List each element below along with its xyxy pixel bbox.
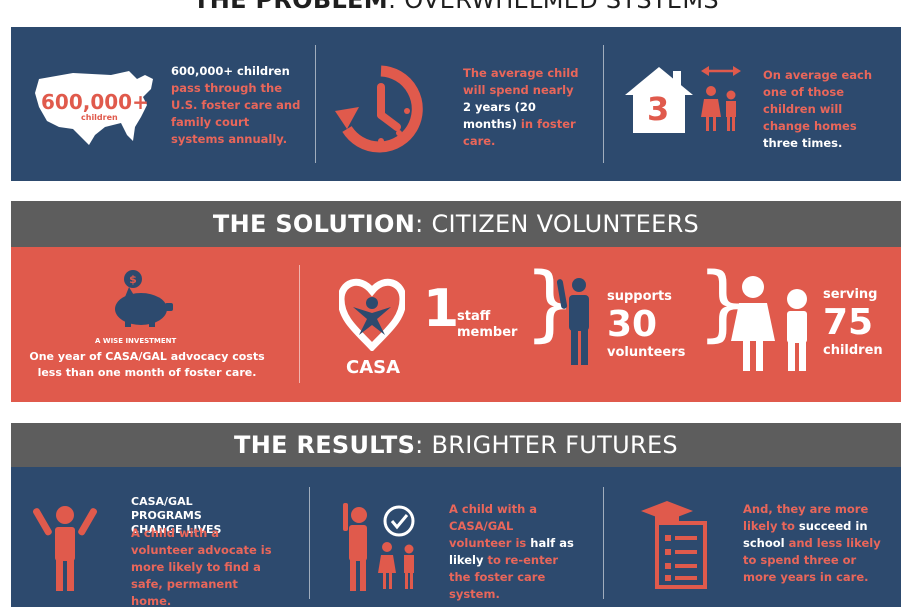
problem-header: THE PROBLEM: OVERWHELMED SYSTEMS: [11, 0, 901, 20]
problem-stat-3: On average each one of those children wi…: [763, 67, 889, 152]
r2-text: A child with a CASA/GAL volunteer is hal…: [449, 501, 579, 603]
problem-stat-1: 600,000+ children pass through the U.S. …: [171, 63, 301, 148]
us-map-icon: [33, 65, 159, 147]
r2-c: to re-enter the foster care system.: [449, 553, 559, 601]
serving-label: serving: [823, 287, 878, 302]
double-arrow-icon: [701, 63, 741, 77]
solution-panel: $ A WISE INVESTMENT One year of CASA/GAL…: [11, 247, 901, 402]
solution-divider: [299, 265, 300, 383]
supports-label: supports: [607, 289, 672, 304]
results-header: THE RESULTS: BRIGHTER FUTURES: [11, 423, 901, 467]
casa-logo-text: CASA: [346, 357, 401, 378]
r1-head: CASA/GAL PROGRAMS CHANGE LIVES: [131, 495, 222, 536]
piggy-bank-icon: $: [107, 269, 177, 329]
family-check-icon: [343, 503, 423, 593]
results-panel: CASA/GAL PROGRAMS CHANGE LIVES A child w…: [11, 467, 901, 608]
stat2-b: 2 years (20 months): [463, 100, 536, 131]
invest-label: A WISE INVESTMENT: [95, 337, 177, 345]
children-label: children: [823, 343, 883, 358]
r3-b: succeed in school: [743, 519, 868, 550]
stat1-rest: pass through the U.S. foster care and fa…: [171, 81, 301, 146]
children-white-icon: [729, 275, 819, 375]
map-sub-label: children: [81, 113, 118, 122]
r3-a: And, they are more likely to: [743, 502, 869, 533]
stat1-bold: 600,000+ children: [171, 64, 290, 78]
problem-title-bold: THE PROBLEM: [193, 0, 388, 14]
volunteers-label: volunteers: [607, 345, 686, 360]
staff-label: staff member: [457, 309, 518, 340]
graduation-checklist-icon: [639, 499, 709, 591]
problem-divider-1: [315, 45, 316, 163]
stat3-a: On average each one of those children wi…: [763, 68, 873, 133]
results-title-bold: THE RESULTS: [234, 431, 416, 459]
house-number: 3: [647, 90, 670, 128]
children-icon: [701, 85, 741, 133]
problem-divider-2: [603, 45, 604, 163]
stat2-c: in foster care.: [463, 117, 576, 148]
r3-c: and less likely to spend three or more y…: [743, 536, 881, 584]
stat3-b: three times.: [763, 136, 843, 150]
house-icon: [623, 65, 695, 135]
results-divider-1: [309, 487, 310, 599]
problem-stat-2: The average child will spend nearly 2 ye…: [463, 65, 583, 150]
volunteers-number: 30: [607, 304, 658, 345]
stat2-a: The average child will spend nearly: [463, 66, 579, 97]
solution-title-rest: : CITIZEN VOLUNTEERS: [415, 210, 700, 238]
staff-number: 1: [423, 279, 460, 339]
brace-1: }: [524, 256, 577, 351]
results-divider-2: [603, 487, 604, 599]
casa-heart-logo: [337, 273, 407, 353]
cheering-person-icon: [33, 503, 98, 593]
problem-panel: 600,000+ children 600,000+ children pass…: [11, 27, 901, 181]
solution-header: THE SOLUTION: CITIZEN VOLUNTEERS: [11, 201, 901, 247]
r2-b: half as likely: [449, 536, 574, 567]
map-number: 600,000+: [41, 90, 149, 114]
r3-text: And, they are more likely to succeed in …: [743, 501, 883, 586]
svg-text:$: $: [129, 273, 137, 286]
clock-icon: [333, 63, 429, 159]
invest-text: One year of CASA/GAL advocacy costs less…: [29, 350, 265, 379]
solution-title-bold: THE SOLUTION: [212, 210, 416, 238]
children-number: 75: [823, 302, 874, 343]
r2-a: A child with a CASA/GAL volunteer is: [449, 502, 538, 550]
volunteer-icon: [556, 277, 597, 367]
problem-title-rest: : OVERWHELMED SYSTEMS: [387, 0, 719, 14]
r1-text: A child with a volunteer advocate is mor…: [131, 526, 272, 608]
results-title-rest: : BRIGHTER FUTURES: [415, 431, 678, 459]
